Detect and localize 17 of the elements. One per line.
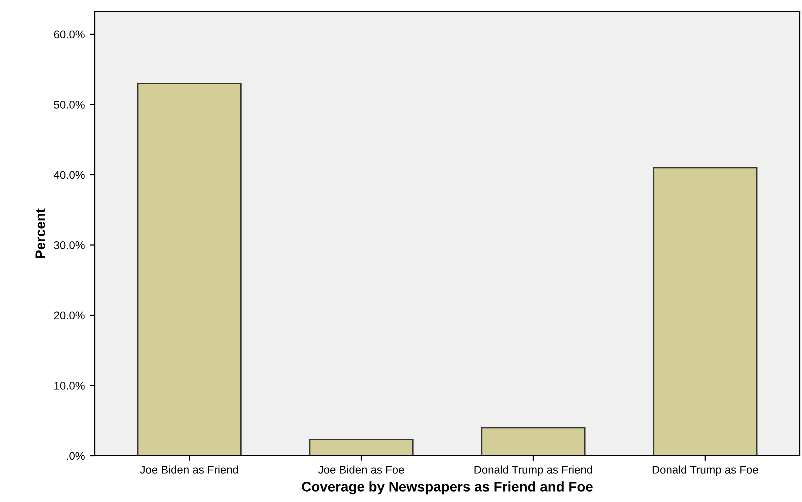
- x-tick-label: Donald Trump as Friend: [474, 466, 592, 476]
- bar: [481, 427, 586, 456]
- bar: [309, 439, 414, 456]
- x-axis-title: Coverage by Newspapers as Friend and Foe: [302, 482, 593, 495]
- x-tick-label: Joe Biden as Friend: [140, 466, 238, 474]
- y-tick-label: 30.0%: [54, 242, 85, 250]
- x-tick-label: Joe Biden as Foe: [318, 466, 404, 474]
- y-axis-title: Percent: [36, 208, 46, 259]
- bar: [653, 167, 758, 456]
- bar: [137, 82, 242, 456]
- y-tick-label: .0%: [67, 452, 85, 460]
- y-tick-label: 40.0%: [54, 171, 85, 180]
- x-tick-label: Donald Trump as Foe: [652, 466, 758, 476]
- y-tick-label: 20.0%: [54, 312, 85, 320]
- y-tick-label: 50.0%: [54, 101, 85, 109]
- y-tick-label: 10.0%: [54, 382, 85, 390]
- y-tick-label: 60.0%: [54, 30, 85, 39]
